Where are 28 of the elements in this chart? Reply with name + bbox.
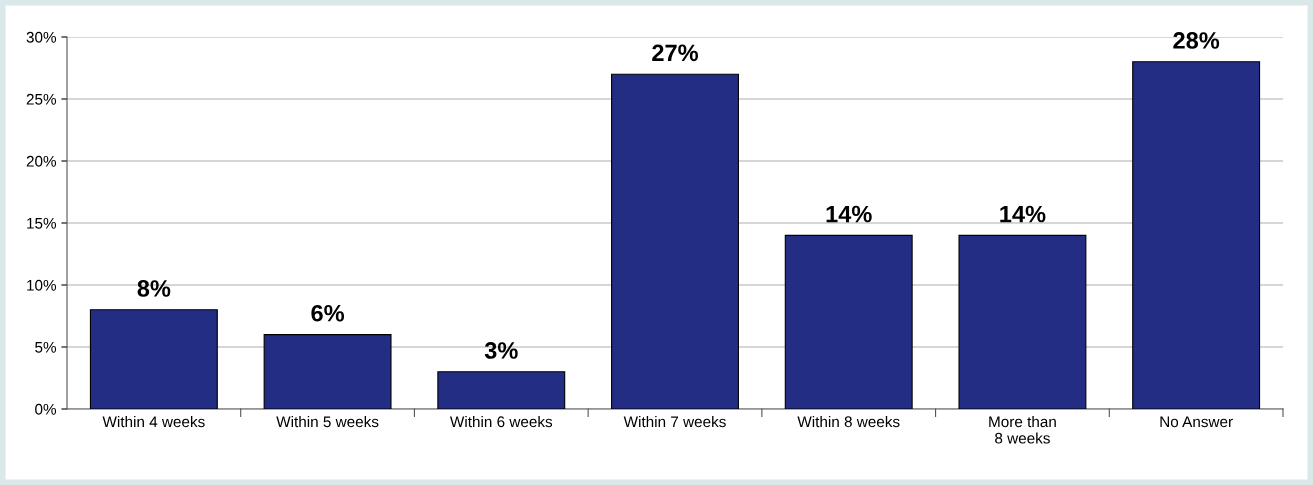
bar: [1132, 61, 1261, 409]
x-tick-label: Within 8 weeks: [797, 415, 900, 428]
y-tick-label: 25%: [26, 93, 57, 105]
y-tick-label: 0%: [35, 403, 57, 415]
bar: [437, 371, 566, 409]
y-tick-label: 10%: [27, 279, 57, 291]
y-tick-label: 5%: [35, 341, 57, 353]
bar: [958, 234, 1087, 409]
data-label: 6%: [311, 304, 345, 322]
data-label: 3%: [484, 342, 518, 359]
x-tick-label: Within 5 weeks: [276, 415, 379, 428]
bar: [611, 73, 739, 409]
bar: [89, 309, 218, 409]
y-tick-label: 30%: [26, 31, 57, 43]
data-label: 14%: [826, 205, 872, 223]
data-label: 28%: [1173, 32, 1220, 49]
x-tick-label: More than 8 weeks: [989, 415, 1056, 444]
data-label: 27%: [652, 44, 699, 62]
x-tick-label: Within 4 weeks: [102, 415, 205, 428]
bar: [263, 334, 392, 409]
x-tick-label: Within 6 weeks: [449, 415, 553, 428]
bar: [784, 234, 913, 409]
y-tick-label: 15%: [27, 217, 57, 229]
y-tick-label: 20%: [26, 155, 57, 167]
data-label: 8%: [137, 280, 171, 297]
x-tick-label: No Answer: [1160, 416, 1233, 428]
x-tick-label: Within 7 weeks: [623, 415, 726, 428]
data-label: 14%: [1000, 205, 1046, 223]
